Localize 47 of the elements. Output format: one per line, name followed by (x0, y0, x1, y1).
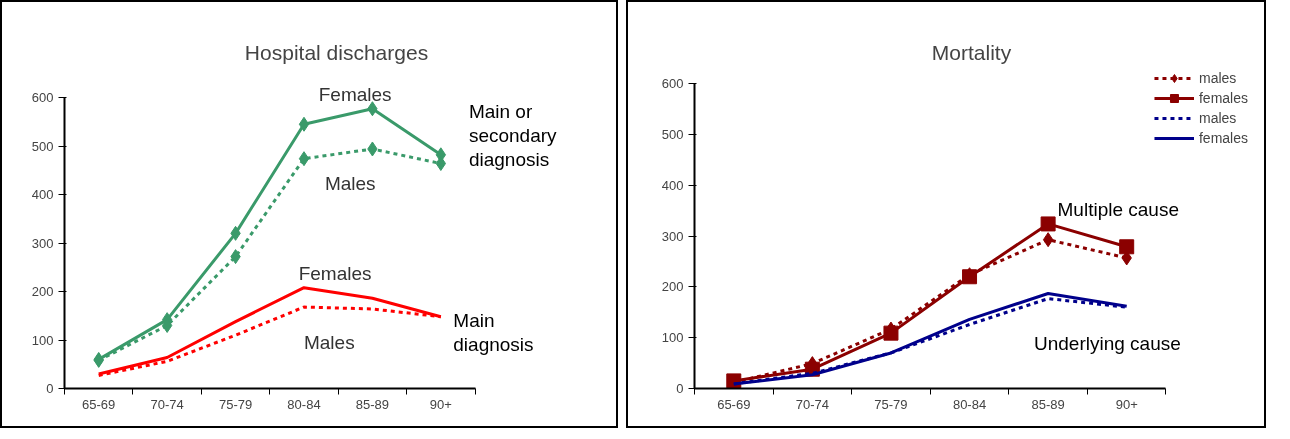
x-tick-label: 70-74 (795, 396, 829, 412)
point (1042, 232, 1054, 248)
chart-title: Mortality (931, 40, 1012, 64)
annotation: Main diagnosis (453, 309, 534, 356)
annotation: Females (298, 262, 372, 284)
point (883, 325, 899, 341)
annotation: Main or secondary diagnosis (468, 100, 558, 170)
x-tick-label: 85-89 (1031, 396, 1065, 412)
x-tick-label: 65-69 (82, 396, 116, 412)
y-tick-label: 200 (31, 284, 54, 300)
point (435, 156, 447, 172)
chart-title: Hospital discharges (244, 40, 429, 64)
x-tick-label: 90+ (429, 396, 452, 412)
x-tick-label: 80-84 (952, 396, 987, 412)
y-tick-label: 200 (661, 279, 684, 295)
point (298, 151, 310, 167)
annotation: Males (303, 332, 355, 354)
point (1040, 216, 1056, 232)
legend-label: females (1198, 130, 1248, 146)
y-tick-label: 0 (46, 381, 54, 396)
x-tick-label: 70-74 (150, 396, 184, 412)
annotation: Females (318, 84, 392, 106)
x-tick-label: 80-84 (287, 396, 321, 412)
x-tick-label: 90+ (1115, 396, 1138, 412)
y-tick-label: 600 (31, 90, 54, 106)
y-tick-label: 500 (31, 138, 54, 154)
legend-label: males (1198, 70, 1237, 86)
y-tick-label: 100 (31, 332, 54, 348)
y-tick-label: 300 (31, 235, 54, 251)
legend-label: females (1198, 90, 1248, 106)
annotation: Males (324, 173, 376, 195)
y-tick-label: 400 (31, 187, 54, 203)
point (1119, 239, 1135, 255)
y-tick-label: 400 (661, 177, 684, 193)
y-tick-label: 600 (661, 76, 684, 92)
point (298, 116, 310, 132)
annotation: Underlying cause (1033, 332, 1181, 354)
y-tick-label: 500 (661, 127, 684, 143)
x-tick-label: 75-79 (874, 396, 908, 412)
legend-label: males (1198, 110, 1237, 126)
y-tick-label: 100 (661, 330, 684, 346)
x-tick-label: 65-69 (717, 396, 751, 412)
x-tick-label: 85-89 (355, 396, 390, 412)
y-tick-label: 0 (676, 381, 684, 396)
y-tick-label: 300 (661, 228, 684, 244)
x-tick-label: 75-79 (218, 396, 253, 412)
annotation: Multiple cause (1057, 199, 1179, 221)
